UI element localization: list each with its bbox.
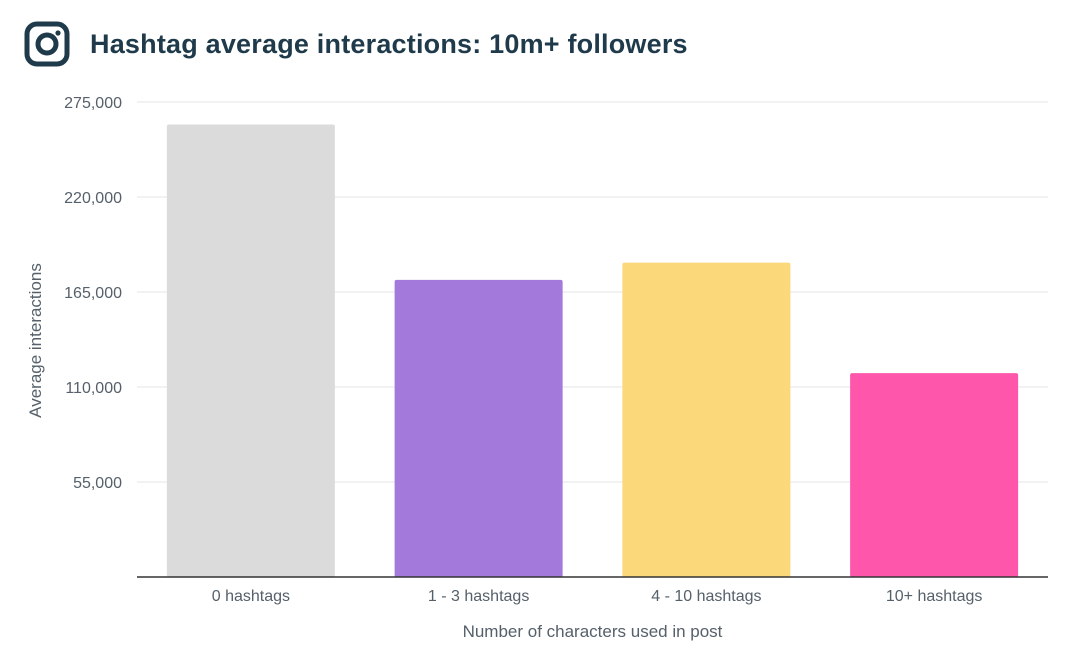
bars (166, 124, 1019, 578)
x-axis-title: Number of characters used in post (463, 622, 723, 641)
bar-3 (622, 262, 791, 577)
x-tick-label: 4 - 10 hashtags (651, 588, 761, 605)
chart-title: Hashtag average interactions: 10m+ follo… (90, 28, 688, 59)
bar-1 (166, 124, 335, 578)
y-tick-label: 55,000 (73, 475, 122, 492)
y-tick-label: 165,000 (64, 285, 122, 302)
x-tick-label: 10+ hashtags (886, 588, 983, 605)
axes: 55,000 110,000 165,000 220,000 275,000 0 hash… (64, 95, 1048, 605)
chart-header: Hashtag average interactions: 10m+ follo… (24, 20, 688, 68)
bar-4 (850, 373, 1019, 577)
y-tick-label: 275,000 (64, 95, 122, 112)
y-tick-label: 220,000 (64, 190, 122, 207)
y-tick-label: 110,000 (65, 380, 122, 397)
bar-2 (394, 279, 563, 577)
x-tick-label: 1 - 3 hashtags (428, 588, 529, 605)
instagram-icon (24, 21, 70, 67)
y-axis-title: Average interactions (26, 263, 45, 418)
x-tick-label: 0 hashtags (212, 588, 290, 605)
